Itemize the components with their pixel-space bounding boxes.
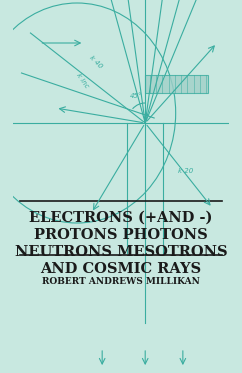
Text: k 40: k 40 xyxy=(88,54,103,69)
Text: NEUTRONS MESOTRONS: NEUTRONS MESOTRONS xyxy=(15,245,227,259)
Text: k inc: k inc xyxy=(75,72,90,89)
Text: k 20: k 20 xyxy=(178,168,193,174)
Text: PROTONS PHOTONS: PROTONS PHOTONS xyxy=(34,228,208,242)
Bar xyxy=(145,75,208,93)
Text: ELECTRONS (+AND -): ELECTRONS (+AND -) xyxy=(29,211,213,225)
Text: ROBERT ANDREWS MILLIKAN: ROBERT ANDREWS MILLIKAN xyxy=(42,276,200,285)
Text: AND COSMIC RAYS: AND COSMIC RAYS xyxy=(40,262,202,276)
Text: 45°: 45° xyxy=(130,93,143,99)
